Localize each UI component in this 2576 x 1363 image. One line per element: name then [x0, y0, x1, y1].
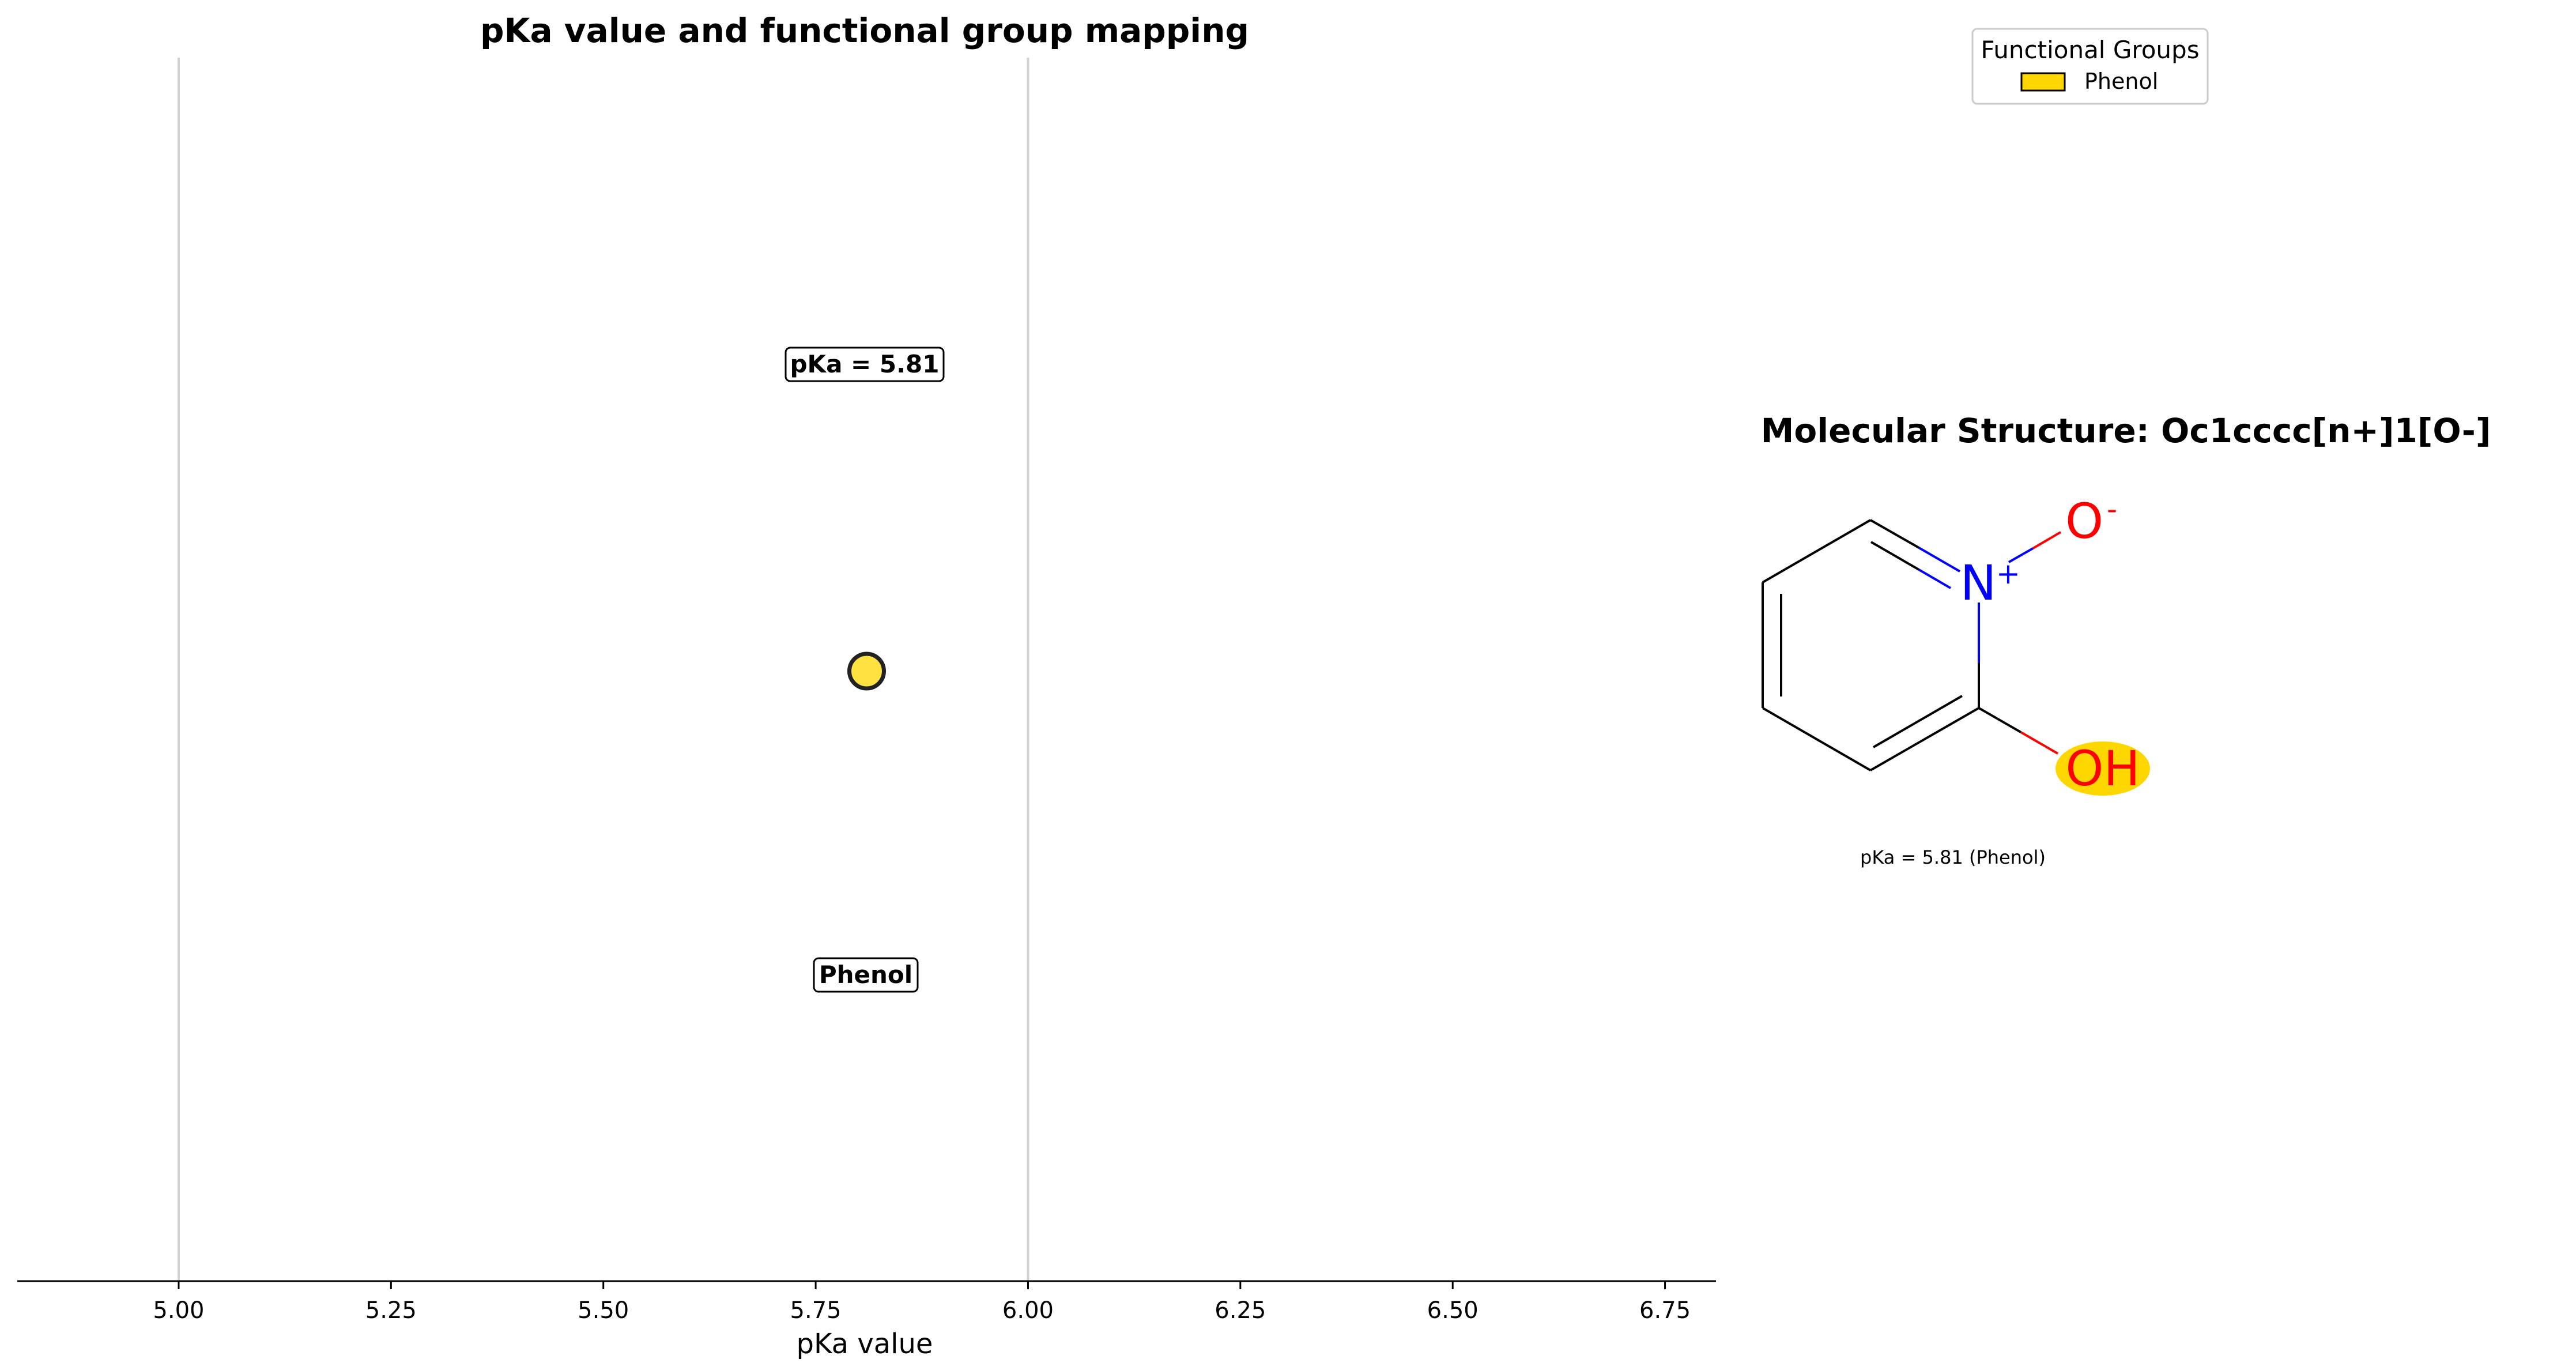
nitrogen-charge: + — [1996, 557, 2020, 590]
bond-c-oh-red — [2020, 731, 2059, 755]
legend-swatch-phenol — [2020, 72, 2066, 92]
x-tick-label-4: 6.00 — [1002, 1297, 1054, 1324]
data-point-0 — [847, 652, 886, 691]
molecule-panel: Molecular Structure: Oc1cccc[n+]1[O-] N … — [1761, 411, 2491, 868]
pka-value-annotation: pKa = 5.81 — [785, 347, 945, 382]
structure-caption: pKa = 5.81 (Phenol) — [1860, 846, 2046, 868]
nitrogen-atom: N — [1960, 555, 1997, 611]
bond-c-n-double-black — [1870, 541, 1920, 571]
chart-title: pKa value and functional group mapping — [480, 11, 1249, 50]
ring-bonds — [1762, 519, 1979, 771]
x-tick-label-6: 6.50 — [1427, 1297, 1479, 1324]
group-box — [813, 957, 919, 993]
group-text: Phenol — [819, 961, 912, 989]
legend-label-phenol: Phenol — [2084, 69, 2158, 94]
hydroxyl-atom: OH — [2065, 740, 2140, 797]
gridlines — [177, 58, 1029, 1281]
oxide-charge: - — [2107, 492, 2117, 526]
bond-c-n-blue — [1918, 547, 1961, 573]
legend: Functional Groups Phenol — [1971, 28, 2209, 105]
oxide-atom: O — [2065, 493, 2103, 549]
x-tick-label-3: 5.75 — [790, 1297, 842, 1324]
bond-n-o-red — [2032, 531, 2062, 549]
data-points — [847, 652, 886, 691]
legend-title: Functional Groups — [1981, 36, 2199, 64]
pka-value-box — [785, 347, 945, 382]
x-tick-label-7: 6.75 — [1639, 1297, 1691, 1324]
x-ticks: 5.00 5.25 5.50 5.75 6.00 6.25 6.50 6.75 — [153, 1281, 1691, 1324]
pka-value-text: pKa = 5.81 — [790, 350, 939, 378]
pka-chart: pKa value and functional group mapping 5… — [17, 11, 1716, 1360]
bond-c-n-black — [1870, 519, 1919, 549]
structure-title: Molecular Structure: Oc1cccc[n+]1[O-] — [1761, 411, 2491, 450]
x-tick-label-1: 5.25 — [365, 1297, 417, 1324]
x-tick-label-5: 6.25 — [1215, 1297, 1266, 1324]
hydroxyl-highlight — [2055, 741, 2150, 796]
x-axis-label: pKa value — [797, 1328, 933, 1360]
bond-c-oh-black — [1978, 707, 2021, 733]
bond-n-o-blue — [2008, 547, 2034, 563]
group-annotation: Phenol — [813, 957, 919, 993]
x-tick-label-2: 5.50 — [578, 1297, 629, 1324]
x-tick-label-0: 5.00 — [153, 1297, 204, 1324]
bond-c-n-double-blue — [1918, 568, 1952, 589]
